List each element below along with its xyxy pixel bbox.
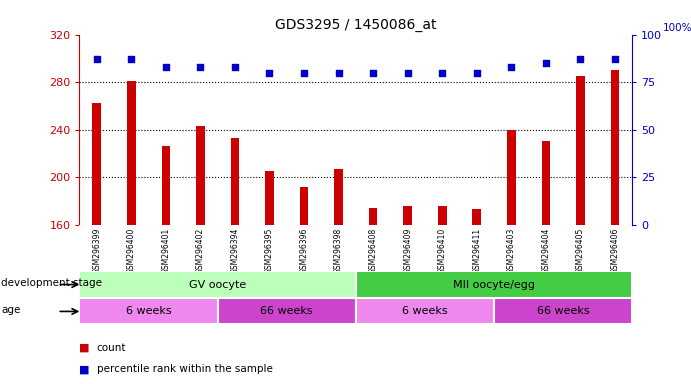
Title: GDS3295 / 1450086_at: GDS3295 / 1450086_at	[275, 18, 437, 32]
Text: GSM296398: GSM296398	[334, 228, 343, 274]
Text: GSM296400: GSM296400	[126, 228, 136, 274]
Text: MII oocyte/egg: MII oocyte/egg	[453, 280, 535, 290]
Text: 100%: 100%	[663, 23, 691, 33]
Text: age: age	[1, 305, 21, 315]
Point	[368, 70, 379, 76]
Bar	[334, 169, 343, 384]
Bar	[494, 298, 632, 324]
Point	[609, 56, 621, 62]
Text: GSM296396: GSM296396	[299, 228, 309, 274]
Point	[506, 64, 517, 70]
Text: GSM296394: GSM296394	[230, 228, 240, 274]
Bar	[356, 271, 632, 298]
Text: GSM296403: GSM296403	[507, 228, 516, 274]
Point	[402, 70, 413, 76]
Text: GSM296405: GSM296405	[576, 228, 585, 274]
Bar	[356, 298, 494, 324]
Text: GV oocyte: GV oocyte	[189, 280, 246, 290]
Point	[575, 56, 586, 62]
Text: GSM296410: GSM296410	[437, 228, 447, 274]
Point	[91, 56, 102, 62]
Text: 66 weeks: 66 weeks	[261, 306, 313, 316]
Point	[437, 70, 448, 76]
Bar	[576, 76, 585, 384]
Point	[471, 70, 482, 76]
Point	[229, 64, 240, 70]
Text: 66 weeks: 66 weeks	[537, 306, 589, 316]
Text: GSM296406: GSM296406	[610, 228, 620, 274]
Bar	[127, 81, 135, 384]
Bar	[93, 103, 101, 384]
Text: GSM296404: GSM296404	[541, 228, 551, 274]
Text: GSM296402: GSM296402	[196, 228, 205, 274]
Bar	[79, 298, 218, 324]
Text: GSM296401: GSM296401	[161, 228, 171, 274]
Text: 6 weeks: 6 weeks	[402, 306, 448, 316]
Bar	[404, 206, 412, 384]
Bar	[196, 126, 205, 384]
Text: ■: ■	[79, 343, 90, 353]
Bar	[369, 208, 377, 384]
Bar	[162, 146, 170, 384]
Text: GSM296408: GSM296408	[368, 228, 378, 274]
Text: 6 weeks: 6 weeks	[126, 306, 171, 316]
Bar	[611, 70, 619, 384]
Point	[333, 70, 344, 76]
Bar	[218, 298, 356, 324]
Text: GSM296395: GSM296395	[265, 228, 274, 274]
Point	[160, 64, 171, 70]
Text: GSM296409: GSM296409	[403, 228, 413, 274]
Point	[299, 70, 310, 76]
Bar	[265, 171, 274, 384]
Bar	[507, 130, 515, 384]
Text: development stage: development stage	[1, 278, 102, 288]
Text: percentile rank within the sample: percentile rank within the sample	[97, 364, 273, 374]
Text: GSM296411: GSM296411	[472, 228, 482, 274]
Bar	[79, 271, 356, 298]
Point	[195, 64, 206, 70]
Bar	[542, 141, 550, 384]
Text: GSM296399: GSM296399	[92, 228, 102, 274]
Bar	[438, 206, 446, 384]
Point	[540, 60, 551, 66]
Text: count: count	[97, 343, 126, 353]
Bar	[300, 187, 308, 384]
Point	[264, 70, 275, 76]
Bar	[473, 209, 481, 384]
Text: ■: ■	[79, 364, 90, 374]
Bar	[231, 138, 239, 384]
Point	[126, 56, 137, 62]
